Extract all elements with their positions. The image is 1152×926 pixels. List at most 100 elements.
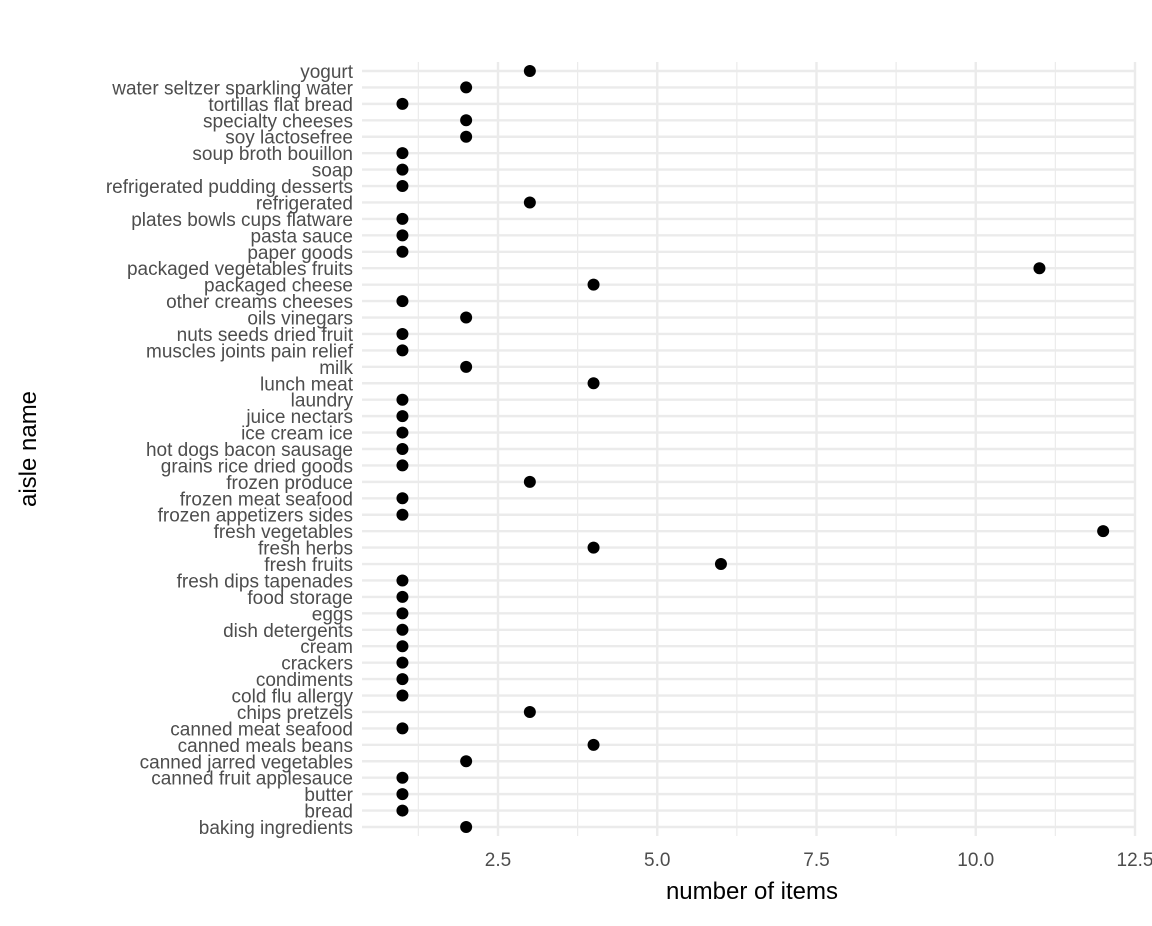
y-tick-label: cold flu allergy xyxy=(232,687,354,708)
x-tick-label: 2.5 xyxy=(485,850,511,871)
x-axis-title: number of items xyxy=(666,878,838,905)
y-tick-label: nuts seeds dried fruit xyxy=(177,325,354,346)
data-point xyxy=(396,147,409,160)
x-tick-label: 5.0 xyxy=(644,850,670,871)
y-tick-label: tortillas flat bread xyxy=(208,95,353,116)
data-points xyxy=(396,65,1110,833)
data-point xyxy=(396,229,409,242)
y-tick-label: eggs xyxy=(312,604,353,625)
data-point xyxy=(460,755,473,768)
data-point xyxy=(396,722,409,735)
data-point xyxy=(523,65,536,77)
data-point xyxy=(396,673,409,686)
data-point xyxy=(396,689,409,702)
y-tick-label: packaged cheese xyxy=(204,276,353,297)
y-tick-label: canned meals beans xyxy=(178,736,353,757)
y-axis-title: aisle name xyxy=(15,391,42,507)
data-point xyxy=(1097,525,1110,538)
y-tick-label: specialty cheeses xyxy=(203,111,353,132)
y-tick-label: fresh dips tapenades xyxy=(177,571,353,592)
y-tick-label: soap xyxy=(312,161,353,182)
y-tick-label: pasta sauce xyxy=(251,226,353,247)
y-tick-label: water seltzer sparkling water xyxy=(111,78,353,99)
data-point xyxy=(587,377,600,390)
data-point xyxy=(587,541,600,554)
y-tick-label: frozen appetizers sides xyxy=(158,506,353,527)
data-point xyxy=(396,607,409,620)
data-point xyxy=(523,475,536,488)
y-tick-label: grains rice dried goods xyxy=(161,456,353,477)
data-point xyxy=(460,360,473,373)
data-point xyxy=(1033,262,1046,275)
y-tick-label: juice nectars xyxy=(245,407,353,428)
y-tick-label: yogurt xyxy=(300,62,354,83)
data-point xyxy=(396,295,409,308)
y-tick-label: frozen produce xyxy=(226,473,353,494)
data-point xyxy=(396,426,409,439)
data-point xyxy=(396,508,409,521)
data-point xyxy=(396,590,409,603)
y-tick-label: canned fruit applesauce xyxy=(151,769,353,790)
data-point xyxy=(460,114,473,127)
y-tick-label: baking ingredients xyxy=(199,818,353,839)
data-point xyxy=(396,180,409,193)
data-point xyxy=(396,459,409,472)
y-tick-label: fresh fruits xyxy=(264,555,353,576)
y-tick-label: frozen meat seafood xyxy=(180,489,353,510)
y-tick-label: butter xyxy=(304,785,353,806)
data-point xyxy=(460,311,473,324)
y-tick-label: oils vinegars xyxy=(247,309,353,330)
data-point xyxy=(460,821,473,833)
data-point xyxy=(396,788,409,801)
y-tick-label: dish detergents xyxy=(223,621,353,642)
data-point xyxy=(396,492,409,505)
y-tick-label: fresh vegetables xyxy=(214,522,353,543)
y-tick-label: laundry xyxy=(291,391,354,412)
y-tick-label: milk xyxy=(319,358,353,379)
y-tick-label: canned jarred vegetables xyxy=(140,752,353,773)
data-point xyxy=(396,771,409,784)
data-point xyxy=(396,344,409,357)
y-tick-label: hot dogs bacon sausage xyxy=(146,440,353,461)
y-tick-label: ice cream ice xyxy=(241,424,353,445)
data-point xyxy=(714,558,727,571)
x-tick-label: 12.5 xyxy=(1117,850,1152,871)
y-tick-label: refrigerated xyxy=(256,193,353,214)
data-point xyxy=(396,656,409,669)
data-point xyxy=(460,130,473,143)
y-tick-label: soup broth bouillon xyxy=(192,144,353,165)
y-tick-label: other creams cheeses xyxy=(166,292,353,313)
y-tick-label: chips pretzels xyxy=(237,703,353,724)
data-point xyxy=(396,327,409,340)
y-tick-label: refrigerated pudding desserts xyxy=(106,177,353,198)
y-tick-label: condiments xyxy=(256,670,353,691)
x-tick-labels: 2.5 5.0 7.5 10.0 12.5 xyxy=(485,850,1152,871)
data-point xyxy=(396,97,409,110)
data-point xyxy=(460,81,473,94)
data-point xyxy=(396,393,409,406)
y-tick-label: paper goods xyxy=(247,243,353,264)
data-point xyxy=(396,623,409,636)
x-tick-label: 10.0 xyxy=(957,850,994,871)
data-point xyxy=(587,278,600,291)
data-point xyxy=(396,574,409,587)
y-tick-label: lunch meat xyxy=(260,374,354,395)
y-tick-label: cream xyxy=(300,637,353,658)
x-tick-label: 7.5 xyxy=(803,850,829,871)
y-tick-label: plates bowls cups flatware xyxy=(131,210,353,231)
data-point xyxy=(587,738,600,751)
data-point xyxy=(396,443,409,455)
y-tick-label: food storage xyxy=(247,588,353,609)
data-point xyxy=(396,410,409,423)
data-point xyxy=(396,163,409,176)
data-point xyxy=(396,245,409,258)
data-point xyxy=(396,804,409,817)
y-tick-label: soy lactosefree xyxy=(225,128,353,149)
data-point xyxy=(396,212,409,225)
data-point xyxy=(523,196,536,209)
y-tick-label: muscles joints pain relief xyxy=(146,341,354,362)
y-tick-label: bread xyxy=(304,802,353,823)
